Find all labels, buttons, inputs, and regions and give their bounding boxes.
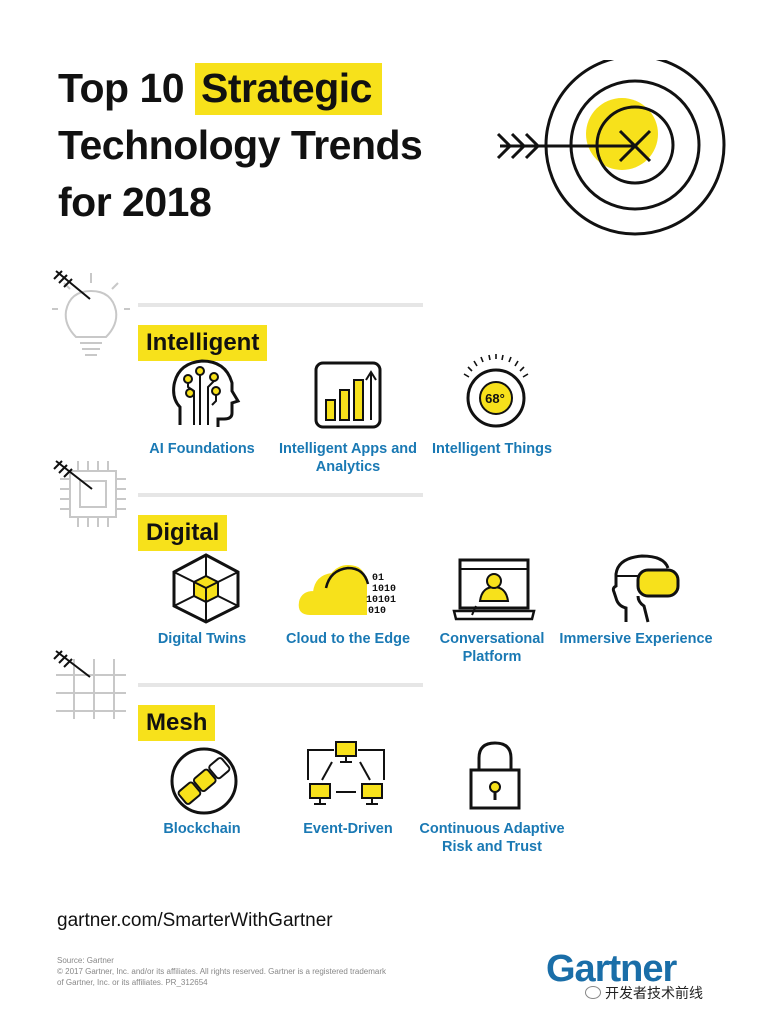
trend-label-event-driven: Event-Driven [303, 821, 393, 837]
binary-line-1: 01 [372, 573, 384, 584]
target-arrow-icon [496, 60, 726, 236]
cube-icon [172, 553, 240, 624]
binary-line-2: 1010 [372, 584, 396, 595]
trend-label-immersive-experience: Immersive Experience [559, 631, 713, 647]
chip-arrow-icon [53, 460, 126, 527]
trend-label-ai-foundations: AI Foundations [149, 441, 255, 457]
section-divider [138, 303, 423, 307]
trend-label-cloud-edge: Cloud to the Edge [285, 631, 411, 647]
trend-label-adaptive-risk-trust: Continuous Adaptive Risk and Trust [419, 821, 565, 855]
title-prefix: Top 10 [58, 65, 185, 111]
padlock-icon [469, 741, 521, 810]
bar-chart-icon [314, 361, 382, 429]
trend-label-intelligent-things: Intelligent Things [431, 441, 553, 457]
vr-headset-icon [611, 554, 680, 623]
footer-url[interactable]: gartner.com/SmarterWithGartner [57, 910, 333, 931]
network-icon [307, 741, 385, 805]
thermostat-value: 68° [485, 391, 505, 406]
source-note: Source: Gartner [57, 956, 114, 965]
trend-label-blockchain: Blockchain [163, 821, 241, 837]
section-divider [138, 493, 423, 497]
lightbulb-arrow-icon [52, 270, 130, 356]
category-mesh: Mesh [138, 705, 216, 741]
trend-label-conversational-platform: Conversational Platform [439, 631, 545, 665]
binary-line-4: 010 [368, 606, 386, 617]
wechat-icon [585, 986, 601, 999]
category-intelligent: Intelligent [138, 325, 268, 361]
category-digital: Digital [138, 515, 228, 551]
ai-head-icon [172, 359, 241, 427]
section-divider [138, 683, 423, 687]
gartner-logo: Gartner [546, 948, 677, 990]
binary-line-3: 10101 [366, 595, 396, 606]
title-line-3: for 2018 [58, 179, 212, 225]
watermark-text: 开发者技术前线 [605, 985, 703, 1001]
trend-label-digital-twins: Digital Twins [157, 631, 247, 647]
trend-label-intelligent-apps: Intelligent Apps and Analytics [278, 441, 418, 475]
grid-arrow-icon [53, 650, 126, 719]
copyright-line-1: © 2017 Gartner, Inc. and/or its affiliat… [57, 967, 387, 976]
copyright-line-2: of Gartner, Inc. or its affiliates. PR_3… [57, 978, 208, 987]
blockchain-icon [170, 747, 238, 815]
watermark: 开发者技术前线 [585, 983, 703, 1003]
title-highlight: Strategic [195, 63, 382, 115]
monitor-person-icon [452, 558, 536, 621]
title-line-2: Technology Trends [58, 122, 423, 168]
title-line-1: Top 10 Strategic [58, 63, 382, 115]
thermostat-icon: 68° [463, 354, 529, 428]
cloud-binary-icon: 01 1010 10101 010 [298, 565, 396, 617]
